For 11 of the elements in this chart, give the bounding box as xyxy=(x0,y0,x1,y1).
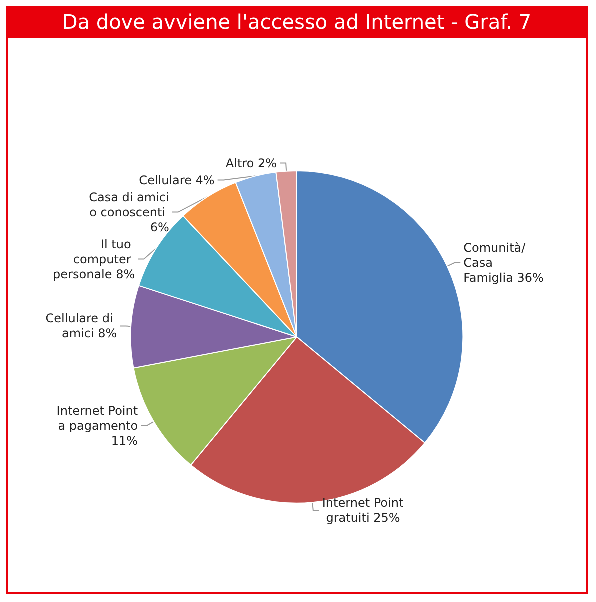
slice-label: Cellulare di amici 8% xyxy=(46,312,118,341)
slice-label: Internet Point gratuiti 25% xyxy=(322,496,404,526)
slice-label: Comunità/Casa Famiglia 36% xyxy=(464,240,544,285)
chart-title: Da dove avviene l'accesso ad Internet - Graf. 7 xyxy=(6,6,588,38)
slice-label: Casa di amici o conoscenti xyxy=(86,190,170,220)
data-label: 6% xyxy=(150,220,170,234)
slice-label: Il tuo computer personale 8% xyxy=(53,237,136,282)
slice-label: Cellulare 4% xyxy=(139,173,215,188)
data-label: 11% xyxy=(108,434,138,448)
slice-label: Altro 2% xyxy=(226,156,278,170)
slice-label: Internet Point a pagamento xyxy=(54,404,138,433)
